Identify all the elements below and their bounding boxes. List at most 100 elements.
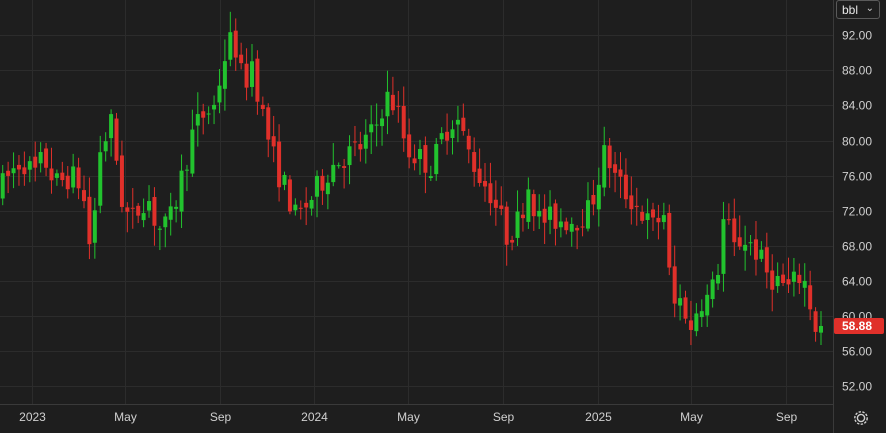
candle	[347, 135, 352, 185]
candle	[184, 164, 189, 192]
candle	[49, 147, 54, 194]
candle-body	[526, 189, 531, 222]
candle-body	[764, 247, 769, 273]
candle-body	[618, 169, 623, 177]
last-price-background	[834, 318, 884, 335]
candle-body	[103, 141, 108, 152]
candle-body	[791, 271, 796, 282]
candle-body	[212, 104, 217, 110]
candle-body	[472, 152, 477, 172]
candle-body	[721, 219, 726, 274]
candle-body	[716, 275, 721, 284]
candle	[390, 76, 395, 115]
candle-body	[109, 114, 114, 139]
candle	[520, 202, 525, 232]
candle	[672, 245, 677, 318]
candle-body	[325, 182, 330, 195]
candle	[493, 180, 498, 226]
candle	[466, 128, 471, 164]
candle	[640, 205, 645, 224]
candle	[315, 170, 320, 218]
candle	[753, 221, 758, 276]
candle-body	[553, 203, 558, 229]
candle-body	[656, 217, 661, 223]
candle-body	[569, 223, 574, 232]
candle-body	[396, 105, 401, 107]
candle-body	[537, 210, 542, 217]
candle-body	[434, 143, 439, 175]
candle-body	[114, 118, 119, 161]
candle-body	[44, 148, 49, 168]
candle-body	[808, 285, 813, 310]
candle	[764, 232, 769, 289]
candle	[726, 203, 731, 225]
candle	[195, 92, 200, 147]
candle-body	[179, 170, 184, 212]
candle-body	[542, 208, 547, 223]
candle-body	[222, 61, 227, 89]
unit-selector-label: bbl	[842, 2, 859, 17]
candle	[667, 204, 672, 276]
candle-body	[667, 212, 672, 268]
candle-body	[623, 174, 628, 200]
candle	[92, 197, 97, 259]
candle	[201, 103, 206, 135]
candle-body	[753, 239, 758, 260]
candle	[331, 143, 336, 187]
candle	[358, 131, 363, 162]
candle	[483, 163, 488, 202]
candle	[260, 96, 265, 117]
candle	[813, 307, 818, 342]
candle-body	[651, 209, 656, 218]
candle	[87, 177, 92, 260]
candle	[152, 187, 157, 246]
candle-body	[629, 195, 634, 210]
candle-body	[743, 244, 748, 251]
candle-body	[249, 61, 254, 87]
candle	[157, 225, 162, 251]
candle	[239, 42, 244, 70]
candle-body	[87, 196, 92, 245]
candle-body	[678, 298, 683, 306]
candle-body	[49, 168, 54, 181]
candle	[44, 142, 49, 177]
candle	[591, 179, 596, 216]
candle	[0, 164, 5, 206]
candle	[461, 103, 466, 136]
candle	[417, 139, 422, 175]
candle-body	[564, 221, 569, 231]
y-tick-label: 84.00	[842, 99, 872, 113]
candle	[163, 213, 168, 248]
candle-body	[282, 175, 287, 185]
candle	[759, 241, 764, 263]
candle-body	[672, 266, 677, 304]
candle	[249, 44, 254, 97]
candle	[11, 152, 16, 189]
x-tick-label: 2024	[301, 410, 328, 424]
chart-settings-button[interactable]	[850, 407, 872, 429]
unit-selector[interactable]: bbl ⌄	[836, 0, 880, 19]
candle-body	[152, 197, 157, 226]
candle-body	[277, 141, 282, 188]
candle	[130, 188, 135, 229]
candle	[6, 161, 11, 194]
candle	[743, 225, 748, 271]
candle	[428, 165, 433, 182]
candle	[109, 109, 114, 157]
candle	[244, 48, 249, 101]
candle-body	[450, 129, 455, 139]
candle-body	[331, 164, 336, 183]
candle-body	[60, 172, 65, 181]
candle	[212, 95, 217, 125]
candle-body	[76, 167, 81, 189]
candle	[613, 151, 618, 193]
candle	[60, 161, 65, 187]
candle	[266, 103, 271, 158]
last-price-marker: 58.88	[834, 318, 884, 335]
candle-body	[499, 205, 504, 209]
candle-body	[732, 218, 737, 243]
x-tick-label: 2025	[585, 410, 612, 424]
candle-body	[369, 124, 374, 133]
candle-body	[439, 133, 444, 140]
